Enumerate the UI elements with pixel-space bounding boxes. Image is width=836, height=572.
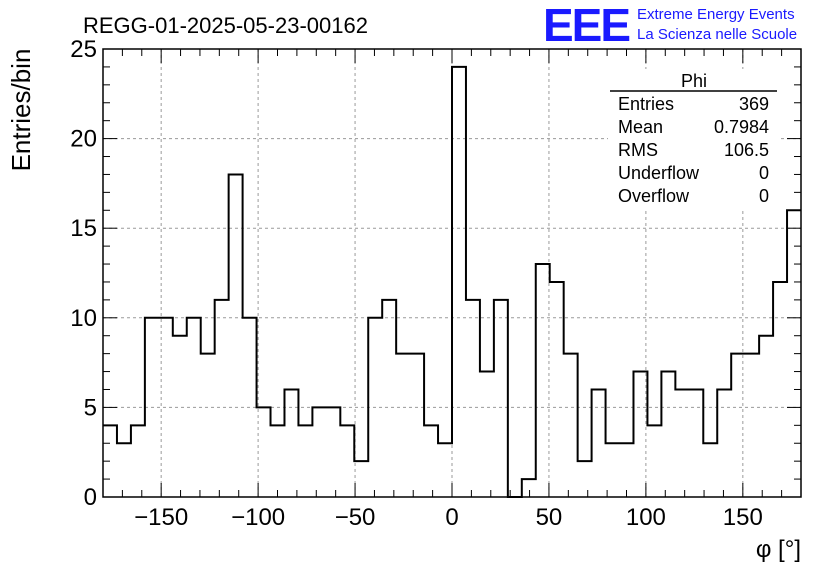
- stats-row-value: 0.7984: [714, 117, 769, 137]
- axis-ticks: [103, 49, 801, 497]
- histogram-bin: [717, 389, 731, 497]
- histogram-bin: [229, 174, 243, 497]
- histogram-bin: [312, 407, 326, 497]
- histogram-bin: [647, 425, 661, 497]
- y-tick-label: 10: [70, 305, 97, 332]
- x-tick-label: −150: [134, 504, 188, 531]
- stats-row-value: 0: [759, 163, 769, 183]
- histogram-bin: [522, 479, 536, 497]
- stats-row-label: Overflow: [618, 186, 690, 206]
- y-tick-label: 15: [70, 215, 97, 242]
- y-axis-label: Entries/bin: [6, 49, 36, 172]
- eee-logo: EEE Extreme Energy Events La Scienza nel…: [543, 0, 797, 51]
- histogram-bin: [689, 389, 703, 497]
- stats-box-title: Phi: [681, 71, 707, 91]
- stats-box-background: [608, 69, 778, 210]
- histogram-bin: [620, 443, 634, 497]
- stats-row-value: 369: [739, 94, 769, 114]
- histogram-bin: [661, 372, 675, 497]
- histogram-bin: [201, 354, 215, 497]
- stats-row-value: 0: [759, 186, 769, 206]
- stats-row-value: 106.5: [724, 140, 769, 160]
- histogram-bin: [117, 443, 131, 497]
- histogram-bin: [494, 300, 508, 497]
- stats-row-label: Entries: [618, 94, 674, 114]
- histogram-bin: [633, 372, 647, 497]
- plot-frame: [102, 48, 802, 498]
- histogram-bin: [480, 372, 494, 497]
- histogram-bin: [382, 300, 396, 497]
- stats-row-label: RMS: [618, 140, 658, 160]
- histogram-bin: [215, 300, 229, 497]
- histogram-bin: [298, 425, 312, 497]
- histogram-bin: [340, 425, 354, 497]
- histogram-bin: [759, 336, 773, 497]
- histogram-bin: [536, 264, 550, 497]
- tick-labels: −150 −100 −50 0 50 100 150 0 5 10 15 20 25: [70, 36, 763, 531]
- histogram-outline: [103, 65, 801, 498]
- stats-box: Phi Entries 369 Mean 0.7984 RMS 106.5 Underflo…: [608, 69, 778, 210]
- histogram-bin: [773, 282, 787, 497]
- histogram-bin: [257, 407, 271, 497]
- histogram-bin: [675, 389, 689, 497]
- chart-title: REGG-01-2025-05-23-00162: [83, 13, 368, 38]
- histogram-bin: [410, 354, 424, 497]
- stats-row-label: Mean: [618, 117, 663, 137]
- y-tick-label: 0: [84, 484, 97, 511]
- x-tick-label: −100: [231, 504, 285, 531]
- histogram-bin: [396, 354, 410, 497]
- x-axis-label: φ [°]: [756, 536, 801, 563]
- histogram-bin: [703, 443, 717, 497]
- y-tick-label: 25: [70, 36, 97, 63]
- histogram-bin: [424, 425, 438, 497]
- histogram-bin: [592, 389, 606, 497]
- histogram: [103, 65, 801, 498]
- histogram-bin: [550, 282, 564, 497]
- histogram-bin: [578, 461, 592, 497]
- logo-mark: EEE: [543, 0, 629, 51]
- x-tick-label: 50: [536, 504, 563, 531]
- x-tick-label: 100: [626, 504, 666, 531]
- stats-row-label: Underflow: [618, 163, 700, 183]
- histogram-bin: [284, 389, 298, 497]
- y-tick-label: 5: [84, 394, 97, 421]
- histogram-bin: [606, 443, 620, 497]
- histogram-bin: [466, 300, 480, 497]
- x-tick-label: −50: [335, 504, 376, 531]
- histogram-bin: [131, 425, 145, 497]
- histogram-bin: [354, 461, 368, 497]
- histogram-bin: [564, 354, 578, 497]
- histogram-bin: [438, 443, 452, 497]
- x-tick-label: 150: [723, 504, 763, 531]
- histogram-bin: [271, 425, 285, 497]
- histogram-bin: [173, 336, 187, 497]
- histogram-bin: [452, 67, 466, 497]
- histogram-bin: [745, 354, 759, 497]
- histogram-bin: [326, 407, 340, 497]
- logo-line-2: La Scienza nelle Scuole: [637, 26, 797, 43]
- logo-line-1: Extreme Energy Events: [637, 6, 795, 23]
- y-tick-label: 20: [70, 126, 97, 153]
- x-tick-label: 0: [445, 504, 458, 531]
